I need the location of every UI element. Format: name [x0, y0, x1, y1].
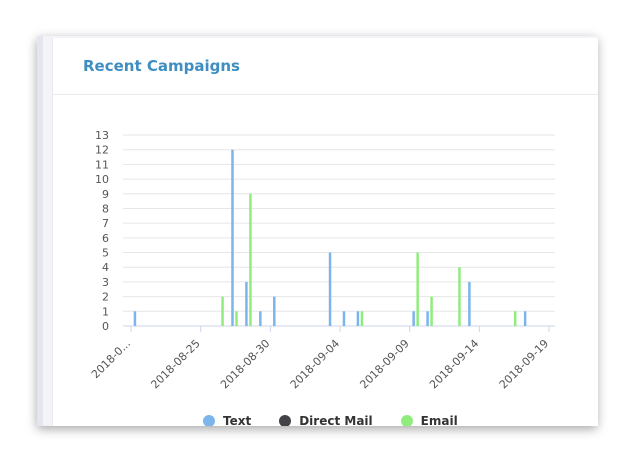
- legend-label-text: Text: [223, 414, 252, 426]
- legend-item-email[interactable]: Email: [400, 414, 458, 426]
- x-tick-label: 2018-09-19: [497, 337, 551, 391]
- recent-campaigns-card: Recent Campaigns 0 1 2 3 4 5 6 7 8 9 10 11 12 13 2018-…: [52, 38, 598, 426]
- y-tick-label: 13: [95, 129, 109, 142]
- legend-dot-email: [400, 415, 413, 426]
- y-tick-label: 11: [95, 158, 109, 171]
- legend-dot-direct-mail: [279, 415, 292, 426]
- bar-text: [259, 311, 262, 326]
- legend-dot-text: [203, 415, 215, 426]
- bar-text: [231, 149, 234, 326]
- y-tick-label: 4: [102, 261, 109, 274]
- y-tick-label: 2: [102, 291, 109, 304]
- bar-email: [249, 193, 252, 326]
- x-tick-label: 2018-09-04: [288, 337, 342, 391]
- y-tick-label: 6: [102, 232, 109, 245]
- y-tick-label: 8: [102, 202, 109, 215]
- y-tick-label: 7: [102, 217, 109, 230]
- y-tick-label: 12: [95, 144, 109, 157]
- x-tick-label: 2018-08-30: [218, 337, 272, 391]
- chart-legend: Text Direct Mail Email: [203, 414, 458, 426]
- legend-item-direct-mail[interactable]: Direct Mail: [279, 414, 373, 426]
- bar-email: [513, 311, 517, 326]
- bar-text: [426, 311, 429, 326]
- legend-label-direct-mail: Direct Mail: [299, 414, 373, 426]
- y-tick-label: 5: [102, 247, 109, 260]
- legend-item-text[interactable]: Text: [203, 414, 251, 426]
- bar-email: [458, 267, 461, 326]
- x-tick-label: 2018-09-09: [357, 337, 411, 391]
- bar-text: [523, 311, 527, 326]
- y-tick-label: 10: [95, 173, 109, 186]
- y-tick-label: 3: [102, 276, 109, 289]
- bar-email: [360, 311, 364, 326]
- y-tick-label: 9: [102, 188, 109, 201]
- bar-email: [430, 296, 433, 326]
- bar-text: [133, 311, 137, 326]
- bar-text: [468, 281, 471, 326]
- bar-text: [342, 311, 346, 326]
- bar-email: [235, 311, 238, 326]
- card-title: Recent Campaigns: [83, 57, 240, 75]
- bar-text: [356, 311, 360, 326]
- card-header: Recent Campaigns: [53, 38, 598, 95]
- y-tick-label: 1: [102, 305, 109, 318]
- bar-email: [416, 252, 419, 326]
- bar-text: [412, 311, 415, 326]
- left-rail: [37, 36, 43, 426]
- x-tick-label: 2018-0...: [89, 337, 133, 381]
- x-tick-label: 2018-09-14: [427, 337, 481, 391]
- y-tick-label: 0: [102, 320, 109, 333]
- bar-email: [221, 296, 224, 326]
- bar-text: [328, 252, 332, 326]
- x-tick-label: 2018-08-25: [148, 337, 202, 391]
- bar-text: [245, 281, 248, 326]
- legend-label-email: Email: [420, 414, 458, 426]
- bar-text: [273, 296, 276, 326]
